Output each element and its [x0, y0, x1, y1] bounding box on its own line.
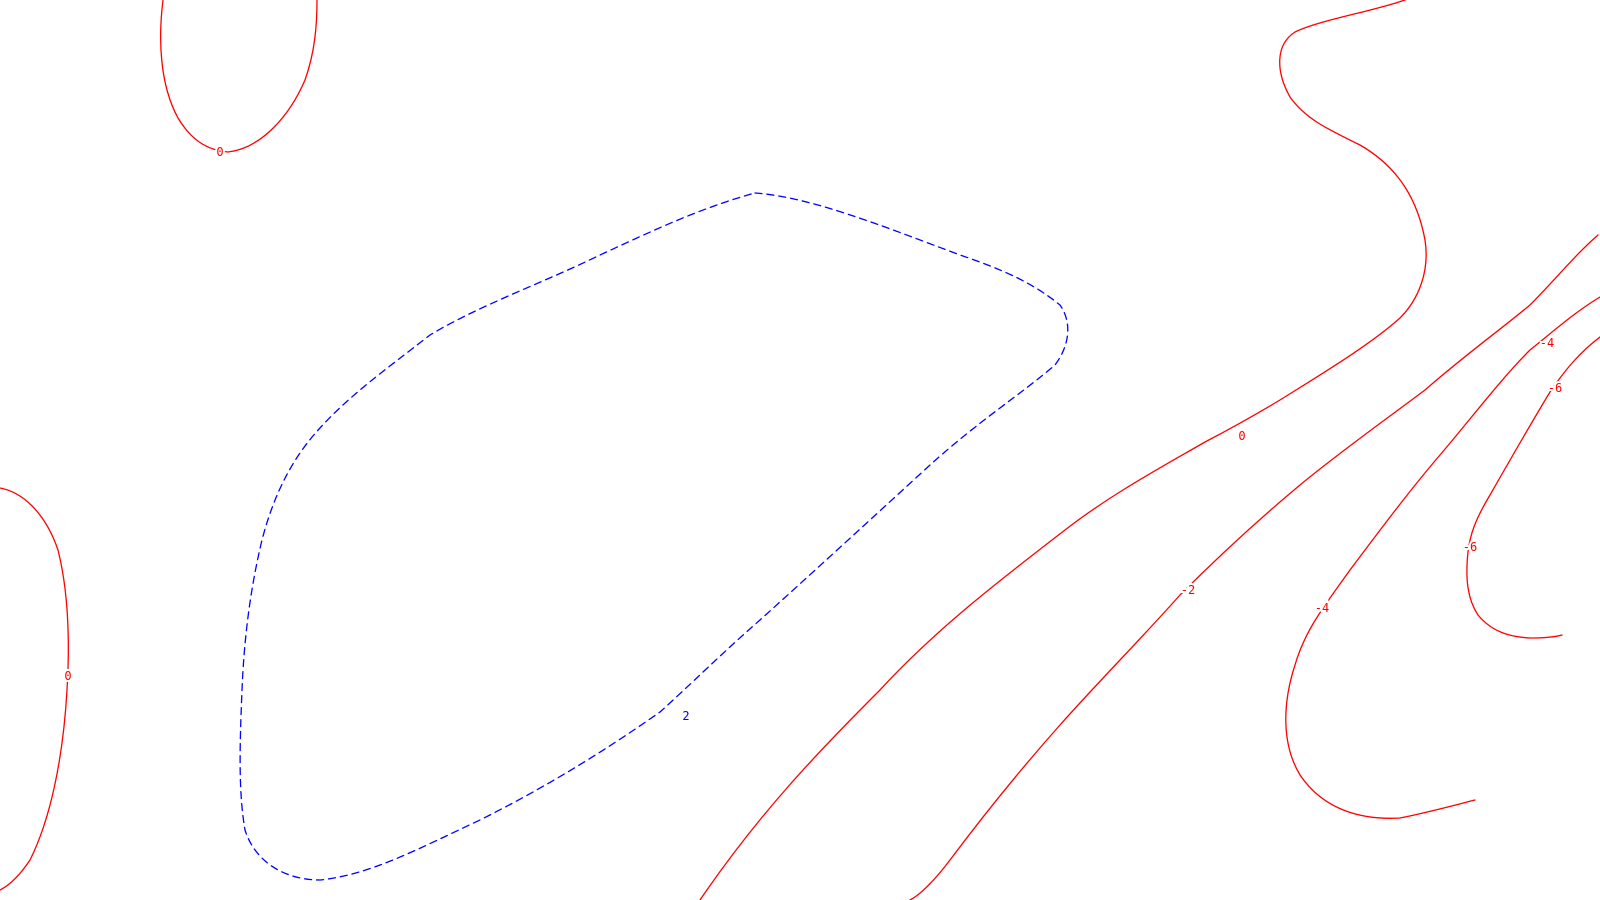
contour-label-right-0: 0: [1238, 429, 1245, 443]
contour-label-right-minus-2: -2: [1181, 583, 1195, 597]
contour-line-top-left-0: [160, 0, 318, 153]
contour-label-top-left-0: 0: [216, 145, 223, 159]
contour-line-center-2: [239, 192, 1069, 881]
contour-line-left-edge-0: [0, 487, 69, 891]
contour-label-right-minus-4-bottom: -4: [1315, 601, 1329, 615]
contour-label-right-minus-6-bottom: -6: [1463, 540, 1477, 554]
contour-line-right-minus-6: [1466, 336, 1600, 639]
contour-label-right-minus-4-top: -4: [1540, 336, 1554, 350]
contour-line-right-minus-2: [909, 234, 1599, 900]
contour-line-right-0: [699, 0, 1427, 900]
contour-line-right-minus-4: [1285, 296, 1600, 819]
contour-label-right-minus-6-top: -6: [1548, 381, 1562, 395]
contour-label-left-edge-0: 0: [64, 669, 71, 683]
contour-label-center-2: 2: [682, 709, 689, 723]
